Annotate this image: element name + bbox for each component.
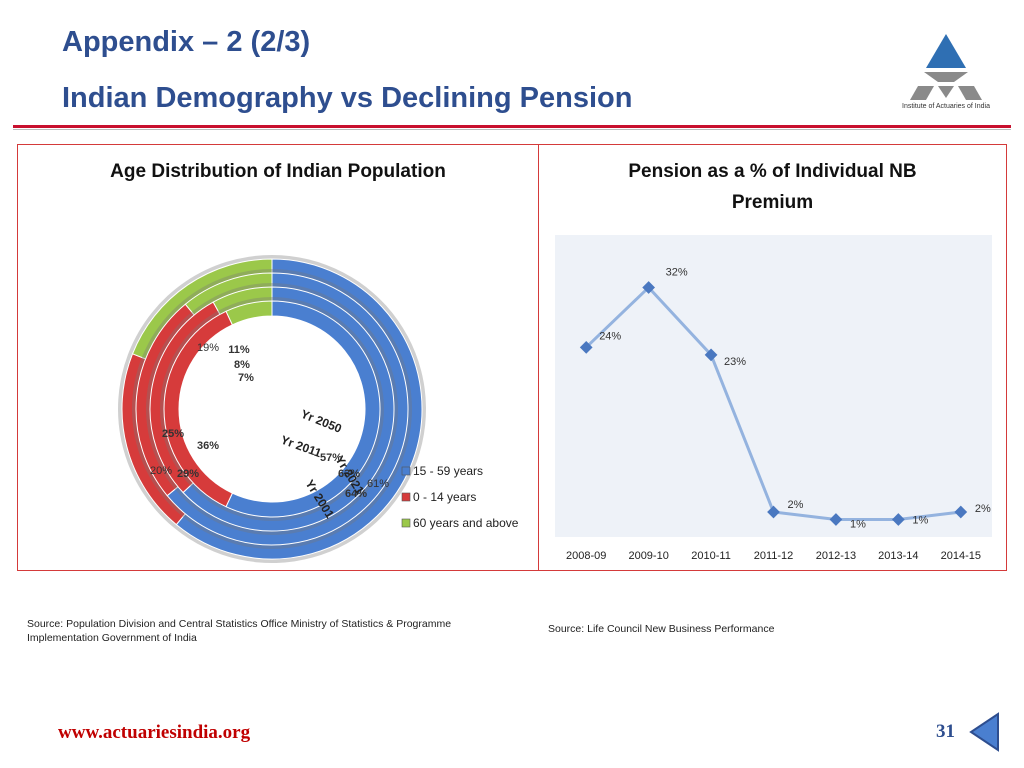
logo-triangle-top [926,34,966,68]
legend-label: 0 - 14 years [413,490,476,504]
x-tick-label: 2009-10 [628,550,668,562]
donut-slice-shadow [164,269,413,549]
donut-data-label: 20% [150,465,172,477]
age-donut-chart: 57%36%7%63%29%8%64%25%11%61%20%19%Yr 200… [118,255,519,563]
donut-data-label: 36% [197,440,219,452]
donut-hole [180,317,364,501]
donut-data-label: 61% [367,478,389,490]
data-label: 1% [850,519,866,531]
logo-leg-middle [938,86,954,98]
x-tick-label: 2010-11 [691,550,731,562]
age-distribution-panel: Age Distribution of Indian Population 57… [17,144,539,571]
institute-logo [910,34,982,100]
pension-line-chart: 24% 2008-09 32% 2009-10 23% 2010-11 2% 2011-12 1… [555,235,992,562]
data-label: 2% [975,503,991,515]
data-label: 1% [912,515,928,527]
header-divider [13,125,1011,128]
source-left-line2: Implementation Government of India [27,632,197,644]
donut-data-label: 25% [162,428,184,440]
header-divider-shadow [13,129,1011,130]
logo-caption: Institute of Actuaries of India [902,103,990,110]
donut-data-label: 57% [320,452,342,464]
pension-chart-title-line2: Premium [731,192,814,213]
donut-data-label: 19% [197,342,219,354]
pension-chart-title-line1: Pension as a % of Individual NB [628,161,917,182]
legend-swatch [401,518,411,528]
x-tick-label: 2008-09 [566,550,606,562]
donut-data-label: 29% [177,468,199,480]
data-label: 24% [599,330,621,342]
legend-swatch [401,492,411,502]
donut-data-label: 8% [234,359,250,371]
data-label: 2% [788,499,804,511]
donut-data-label: 7% [238,372,254,384]
donut-slice-yr-2001-2 [225,300,273,326]
x-tick-label: 2012-13 [816,550,856,562]
x-tick-label: 2011-12 [754,550,794,562]
logo-leg-right [958,86,982,100]
x-tick-label: 2014-15 [941,550,981,562]
donut-data-label: 64% [345,488,367,500]
logo-bar [924,72,968,82]
logo-leg-left [910,86,934,100]
slide-title: Appendix – 2 (2/3) [62,26,311,58]
donut-data-label: 11% [228,344,250,356]
plot-area [555,235,992,537]
legend-swatch [401,466,411,476]
page-number: 31 [936,721,955,742]
age-chart-title: Age Distribution of Indian Population [110,161,446,182]
legend-label: 15 - 59 years [413,464,483,478]
data-label: 32% [666,266,688,278]
donut-data-label: 63% [338,468,360,480]
data-label: 23% [724,356,746,368]
footer-url[interactable]: www.actuariesindia.org [58,722,251,743]
pension-panel: Pension as a % of Individual NB Premium … [538,144,1007,571]
donut-slice-shadow [180,283,398,535]
source-right: Source: Life Council New Business Perfor… [548,623,775,635]
legend-label: 60 years and above [413,516,519,530]
source-left-line1: Source: Population Division and Central … [27,618,452,630]
x-tick-label: 2013-14 [878,550,918,562]
slide-subtitle: Indian Demography vs Declining Pension [62,82,633,114]
previous-slide-icon[interactable] [968,712,1002,752]
